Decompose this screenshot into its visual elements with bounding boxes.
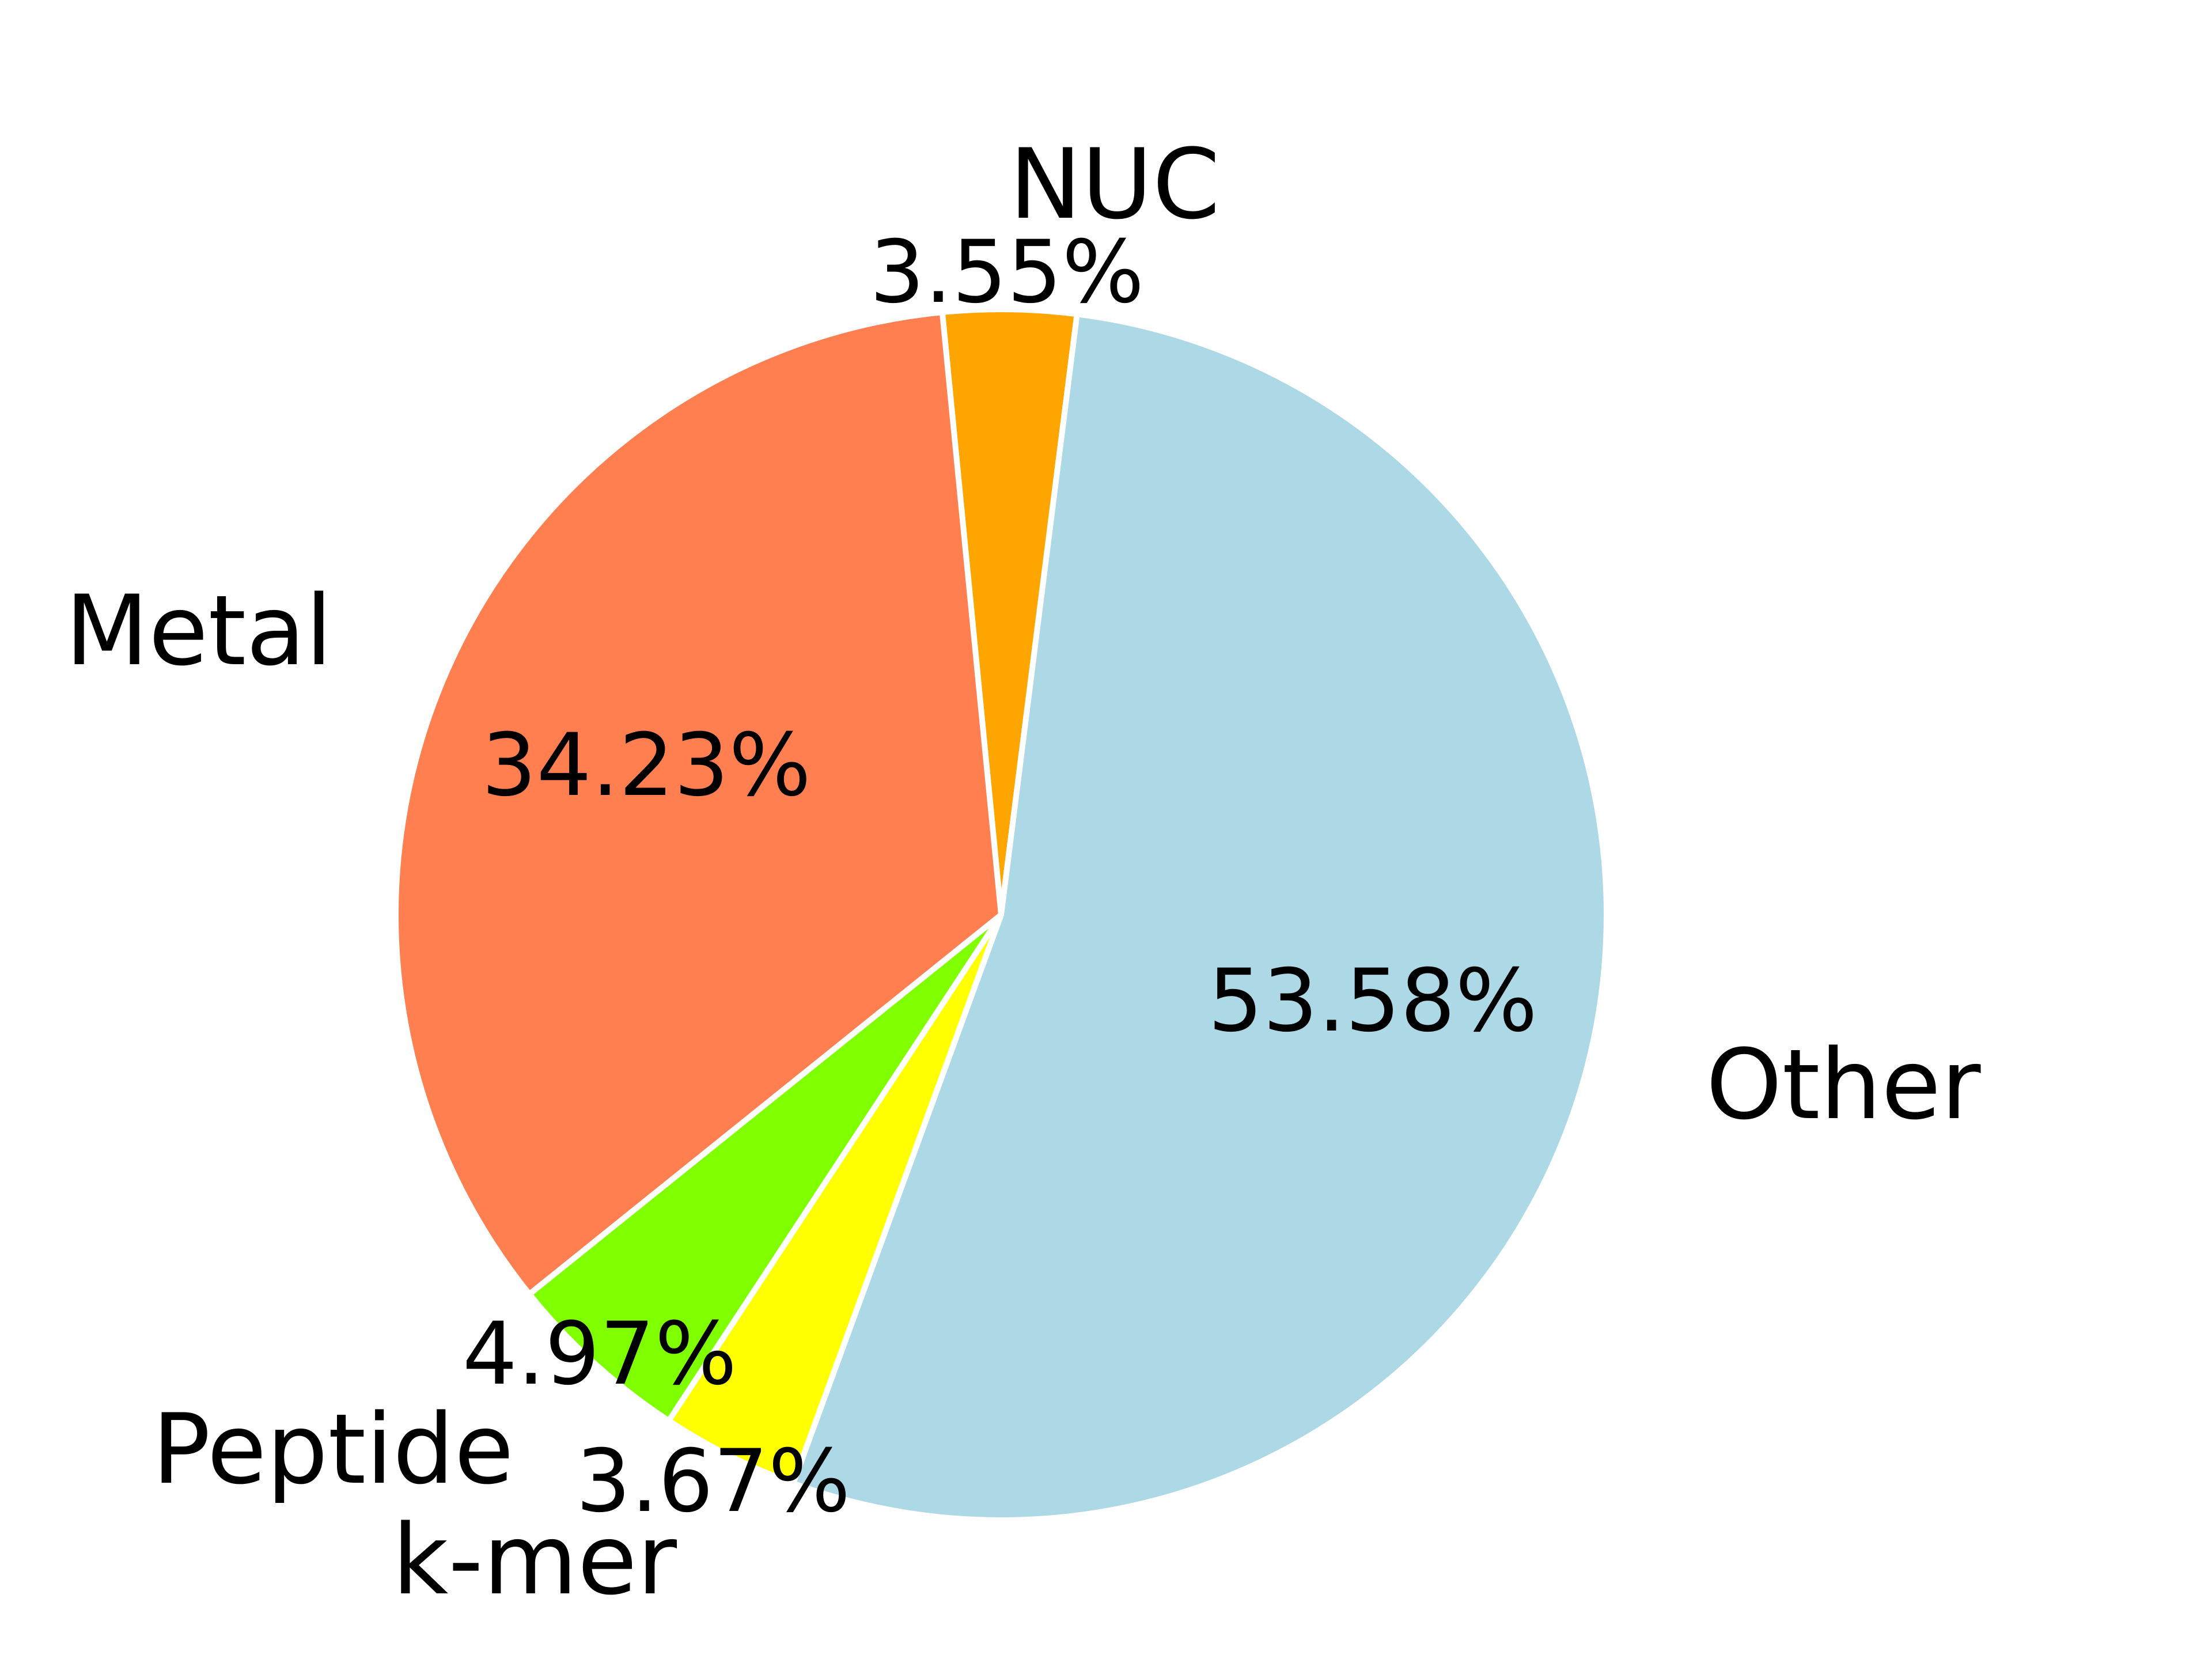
wedge-metal bbox=[393, 309, 1004, 1297]
label-nuc: NUC bbox=[1009, 128, 1220, 241]
pct-peptide: 4.97% bbox=[463, 1304, 737, 1404]
pct-metal: 34.23% bbox=[482, 715, 811, 816]
wedge-other bbox=[790, 311, 1609, 1523]
label-kmer: k-mer bbox=[392, 1503, 677, 1616]
label-metal: Metal bbox=[65, 574, 332, 687]
label-peptide: Peptide bbox=[152, 1393, 514, 1506]
pct-nuc: 3.55% bbox=[870, 222, 1145, 323]
pct-other: 53.58% bbox=[1208, 951, 1537, 1051]
wedges bbox=[393, 306, 1609, 1523]
label-other: Other bbox=[1706, 1028, 1981, 1141]
labels: NUC 3.55% Metal 34.23% 4.97% Peptide 3.6… bbox=[65, 128, 1981, 1616]
pct-kmer: 3.67% bbox=[576, 1431, 851, 1532]
wedge-peptide bbox=[527, 912, 1004, 1424]
